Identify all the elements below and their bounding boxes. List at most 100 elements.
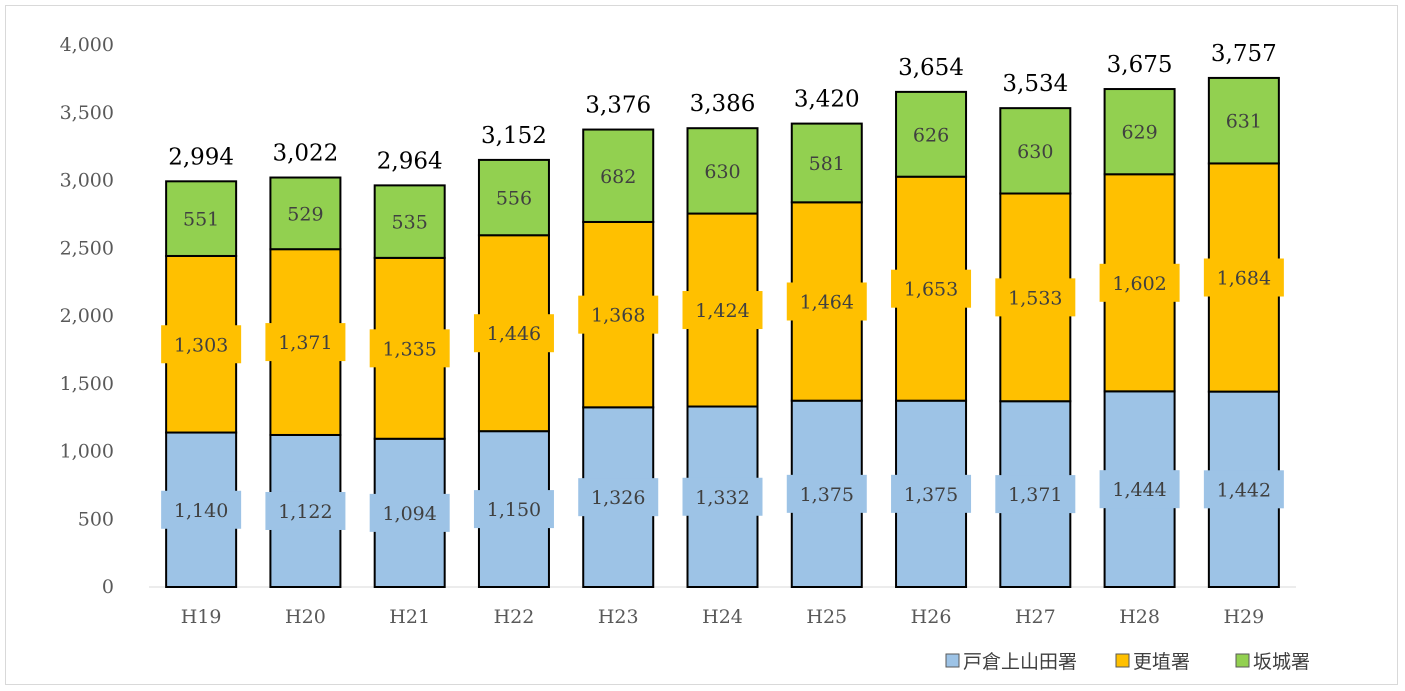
total-value-label: 3,534 (1002, 71, 1068, 97)
x-tick-label: H29 (1223, 606, 1264, 628)
segment-value-label: 529 (287, 203, 323, 225)
segment-value-label: 551 (183, 209, 219, 231)
segment-label-box (369, 329, 450, 368)
segment-value-label: 1,653 (904, 279, 958, 301)
x-axis-ticks: H19 H20 H21 H22 H23 H24 H25 H26 H27 H28 H29 (181, 606, 1264, 628)
total-labels: 2,994 3,022 2,964 3,152 3,376 3,386 3,420 3,654… (168, 41, 1277, 174)
segment-label-box (801, 143, 852, 182)
segment-value-label: 1,375 (904, 484, 958, 506)
total-value-label: 2,964 (377, 148, 443, 174)
segment-label-box (473, 490, 554, 529)
segment-label-box (682, 291, 763, 330)
segment-value-label: 1,303 (174, 334, 228, 356)
segment-label-box (369, 493, 450, 532)
x-tick-label: H20 (285, 606, 326, 628)
total-value-label: 3,675 (1107, 52, 1173, 78)
segment-value-label: 629 (1121, 122, 1157, 144)
segment-value-label: 1,094 (382, 503, 436, 525)
x-tick-label: H21 (389, 606, 430, 628)
legend: 戸倉上山田署 更埴署 坂城署 (945, 651, 1310, 673)
segment-value-label: 1,602 (1112, 273, 1166, 295)
x-tick-label: H24 (702, 606, 743, 628)
segment-value-label: 1,375 (800, 484, 854, 506)
segment-value-label: 1,464 (800, 292, 854, 314)
segment-label-box (1203, 258, 1284, 297)
total-value-label: 3,022 (272, 141, 338, 167)
segment-label-box (906, 115, 957, 154)
x-tick-label: H25 (806, 606, 847, 628)
segment-label-box (578, 478, 659, 517)
segment-value-label: 1,444 (1112, 479, 1166, 501)
segment-value-label: 556 (496, 188, 532, 210)
segment-label-box (995, 475, 1076, 514)
segment-label-box (1218, 101, 1269, 140)
x-tick-label: H28 (1119, 606, 1160, 628)
segment-value-label: 1,335 (382, 338, 436, 360)
segment-value-label: 1,684 (1217, 268, 1271, 290)
total-value-label: 3,654 (898, 55, 964, 81)
segment-label-box (697, 151, 748, 190)
segment-label-box (786, 282, 867, 321)
segment-value-label: 535 (392, 212, 428, 234)
segment-label-box (265, 491, 346, 530)
total-value-label: 3,757 (1211, 41, 1277, 67)
segment-value-label: 1,446 (487, 323, 541, 345)
x-tick-label: H22 (494, 606, 535, 628)
segment-value-label: 1,368 (591, 305, 645, 327)
total-value-label: 3,152 (481, 123, 547, 149)
y-tick-label: 0 (102, 576, 114, 598)
y-tick-label: 2,500 (60, 237, 114, 259)
legend-swatch (1115, 653, 1130, 668)
y-tick-label: 3,500 (60, 102, 114, 124)
segment-label-box (1099, 263, 1180, 302)
segment-value-label: 1,533 (1008, 287, 1062, 309)
segment-value-label: 630 (1017, 141, 1053, 163)
segment-label-box (1099, 470, 1180, 509)
y-tick-label: 2,000 (60, 305, 114, 327)
segment-value-label: 1,424 (695, 300, 749, 322)
y-tick-label: 1,000 (60, 441, 114, 463)
segment-value-label: 626 (913, 124, 949, 146)
segment-value-label: 631 (1226, 111, 1262, 133)
x-tick-label: H27 (1015, 606, 1056, 628)
y-tick-label: 4,000 (60, 34, 114, 56)
segment-label-box (1114, 112, 1165, 151)
chart-frame: 0 500 1,000 1,500 2,000 2,500 3,000 3,500 4,000 … (5, 5, 1398, 685)
segment-value-label: 682 (600, 166, 636, 188)
stacked-bar-chart: 05001,0001,5002,0002,5003,0003,5004,000 … (60, 34, 1310, 673)
segment-value-label: 1,326 (591, 487, 645, 509)
legend-label: 更埴署 (1133, 651, 1190, 673)
segment-label-box (176, 199, 227, 238)
segment-label-box (995, 278, 1076, 317)
x-tick-label: H23 (598, 606, 639, 628)
y-tick-label: 3,000 (60, 170, 114, 192)
segment-value-label: 1,371 (278, 332, 332, 354)
segment-label-box (161, 325, 242, 364)
legend-swatch (945, 653, 960, 668)
segment-value-label: 581 (809, 153, 845, 175)
total-value-label: 3,376 (585, 93, 651, 119)
legend-label: 坂城署 (1253, 651, 1310, 673)
segment-value-label: 1,371 (1008, 484, 1062, 506)
segment-value-label: 1,122 (278, 501, 332, 523)
segment-label-box (473, 314, 554, 353)
segment-label-box (1203, 470, 1284, 509)
segment-label-box (786, 474, 867, 513)
y-tick-label: 1,500 (60, 373, 114, 395)
segment-value-label: 1,150 (487, 499, 541, 521)
segment-label-box (265, 323, 346, 362)
segment-label-box (1010, 131, 1061, 170)
segment-label-box (161, 490, 242, 529)
segment-label-box (891, 269, 972, 308)
total-value-label: 3,420 (794, 87, 860, 113)
segment-label-box (578, 295, 659, 334)
segment-label-box (384, 202, 435, 241)
segment-value-label: 1,332 (695, 487, 749, 509)
legend-label: 戸倉上山田署 (963, 651, 1077, 673)
segment-value-label: 630 (704, 161, 740, 183)
segment-label-box (593, 156, 644, 195)
segment-label-box (488, 178, 539, 217)
x-tick-label: H26 (911, 606, 952, 628)
y-axis-ticks: 0 500 1,000 1,500 2,000 2,500 3,000 3,500 4,000 (60, 34, 114, 598)
y-tick-label: 500 (78, 508, 114, 530)
